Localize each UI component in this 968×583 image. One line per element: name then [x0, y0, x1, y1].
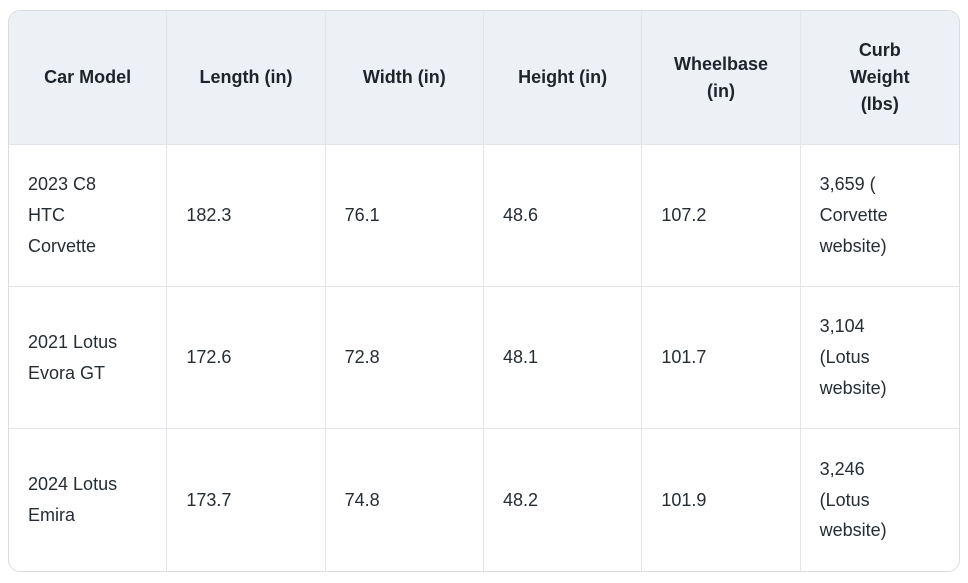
- column-header-height: Height (in): [483, 11, 643, 145]
- cell-curb-weight: 3,246 (Lotus website): [800, 429, 959, 571]
- cell-length: 172.6: [167, 287, 326, 429]
- header-row: Car Model Length (in) Width (in) Height (in…: [9, 11, 959, 145]
- cell-height: 48.2: [483, 429, 643, 571]
- column-header-width: Width (in): [325, 11, 484, 145]
- cell-car-model: 2023 C8 HTC Corvette: [9, 145, 168, 287]
- cell-car-model: 2024 Lotus Emira: [9, 429, 168, 571]
- cell-curb-weight: 3,104 (Lotus website): [800, 287, 959, 429]
- cell-length: 173.7: [167, 429, 326, 571]
- cell-car-model: 2021 Lotus Evora GT: [9, 287, 168, 429]
- table-row: 2023 C8 HTC Corvette 182.3 76.1 48.6 107.2 3,…: [9, 145, 959, 287]
- cell-width: 72.8: [325, 287, 484, 429]
- column-header-length: Length (in): [167, 11, 326, 145]
- car-specs-table: Car Model Length (in) Width (in) Height (in…: [9, 11, 959, 571]
- column-header-wheelbase: Wheelbase (in): [642, 11, 801, 145]
- table-header: Car Model Length (in) Width (in) Height (in…: [9, 11, 959, 145]
- cell-height: 48.1: [483, 287, 643, 429]
- column-header-car-model: Car Model: [9, 11, 168, 145]
- cell-length: 182.3: [167, 145, 326, 287]
- table-row: 2021 Lotus Evora GT 172.6 72.8 48.1 101.7 3,1…: [9, 287, 959, 429]
- column-header-curb-weight: Curb Weight (lbs): [800, 11, 959, 145]
- table-row: 2024 Lotus Emira 173.7 74.8 48.2 101.9 3,246 …: [9, 429, 959, 571]
- cell-width: 74.8: [325, 429, 484, 571]
- car-specs-table-card: Car Model Length (in) Width (in) Height (in…: [8, 10, 960, 572]
- cell-width: 76.1: [325, 145, 484, 287]
- cell-curb-weight: 3,659 ( Corvette website): [800, 145, 959, 287]
- cell-wheelbase: 101.9: [642, 429, 801, 571]
- cell-height: 48.6: [483, 145, 643, 287]
- cell-wheelbase: 107.2: [642, 145, 801, 287]
- table-body: 2023 C8 HTC Corvette 182.3 76.1 48.6 107.2 3,…: [9, 145, 959, 571]
- cell-wheelbase: 101.7: [642, 287, 801, 429]
